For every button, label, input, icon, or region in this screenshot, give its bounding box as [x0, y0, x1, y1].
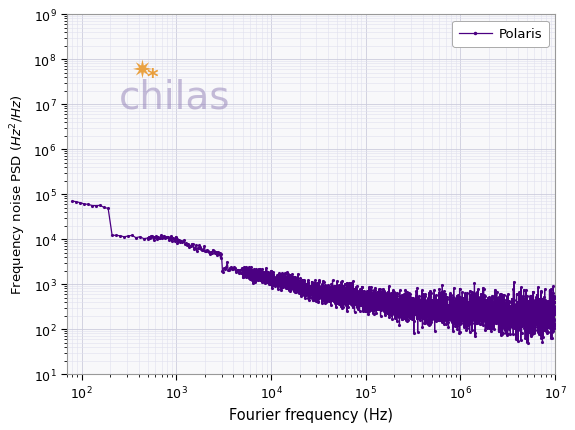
Text: ✷: ✷ — [132, 59, 153, 83]
Polaris — [421, 301, 428, 306]
Polaris — [552, 323, 559, 328]
Polaris — [328, 294, 335, 299]
Text: *: * — [147, 68, 158, 88]
Text: chilas: chilas — [118, 79, 230, 117]
Line: Polaris: Polaris — [71, 200, 557, 344]
Polaris — [367, 302, 374, 307]
X-axis label: Fourier frequency (Hz): Fourier frequency (Hz) — [229, 407, 393, 422]
Legend: Polaris: Polaris — [452, 22, 549, 48]
Polaris — [316, 292, 323, 298]
Polaris — [504, 315, 511, 320]
Polaris — [525, 340, 532, 345]
Polaris — [483, 311, 490, 316]
Y-axis label: Frequency noise PSD ($Hz^{2}/Hz$): Frequency noise PSD ($Hz^{2}/Hz$) — [8, 95, 28, 295]
Polaris — [69, 199, 76, 204]
